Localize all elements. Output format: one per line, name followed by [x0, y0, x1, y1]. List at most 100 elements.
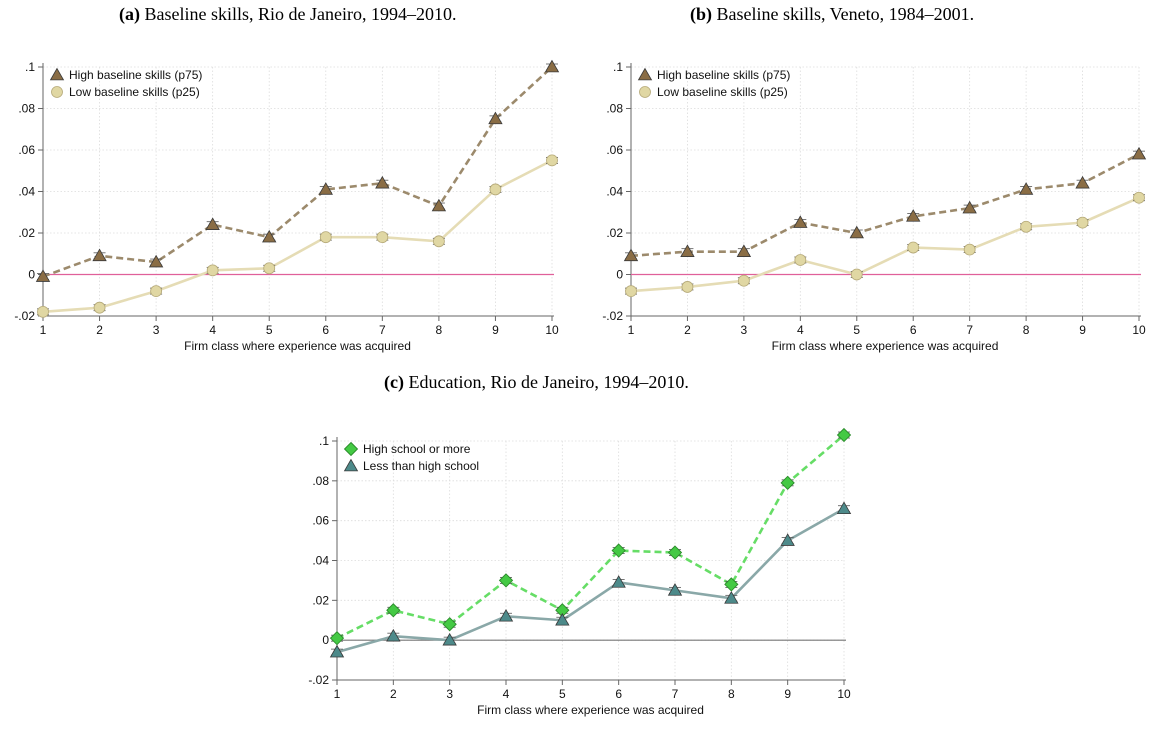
data-point-1-10: [836, 427, 852, 443]
panel-b-caption: (b) Baseline skills, Veneto, 1984–2001.: [690, 4, 974, 25]
panel-c-label: (c): [384, 372, 404, 392]
chart-panel-b: -.02 0 .02 .04 .06 .08 .1 1 2 3 4 5 6 7 8 9 10 Firm class…: [602, 60, 1147, 353]
legend-label-2: Low baseline skills (p25): [69, 85, 200, 99]
data-point-1-2: [92, 248, 107, 262]
panel-b-label: (b): [690, 4, 712, 24]
y-tick-label: .06: [312, 514, 329, 528]
data-point-1-1: [35, 269, 51, 282]
data-point-2-8: [1020, 220, 1033, 233]
data-point-1-6: [906, 209, 921, 222]
data-point-2-9: [780, 533, 795, 546]
series-markers-2: [329, 501, 852, 658]
data-point-2-10: [1133, 191, 1145, 204]
data-point-1-6: [611, 543, 626, 558]
data-point-1-7: [962, 200, 977, 214]
data-point-2-5: [263, 262, 276, 275]
x-tick-label: 9: [492, 323, 499, 337]
data-point-2-3: [442, 632, 457, 646]
data-point-1-4: [205, 217, 220, 230]
series-line-1: [336, 434, 845, 640]
data-point-2-7: [963, 243, 976, 256]
data-point-2-6: [319, 231, 332, 244]
y-tick-label: 0: [616, 268, 623, 282]
panel-b-caption-text: Baseline skills, Veneto, 1984–2001.: [716, 4, 975, 24]
data-point-2-7: [376, 231, 389, 244]
data-point-2-3: [737, 274, 750, 287]
data-point-1-3: [736, 244, 752, 257]
x-tick-label: 7: [672, 687, 679, 701]
series-line-2: [336, 507, 845, 654]
data-point-2-3: [150, 285, 163, 298]
series-markers-1: [329, 427, 852, 646]
y-tick-label: -.02: [308, 673, 329, 687]
x-tick-label: 4: [209, 323, 216, 337]
y-tick-label: .02: [18, 226, 35, 240]
legend-marker-2: [343, 458, 359, 472]
data-point-2-4: [794, 254, 807, 266]
data-point-2-10: [836, 501, 852, 514]
x-axis-label: Firm class where experience was acquired: [772, 339, 999, 353]
panel-a-label: (a): [119, 4, 140, 24]
x-tick-label: 4: [503, 687, 510, 701]
x-tick-label: 8: [728, 687, 735, 701]
y-tick-label: 0: [322, 633, 329, 647]
x-tick-label: 6: [322, 323, 329, 337]
y-tick-label: .02: [606, 226, 623, 240]
y-tick-label: .06: [18, 143, 35, 157]
data-point-1-10: [1131, 146, 1147, 160]
x-tick-label: 2: [390, 687, 397, 701]
y-tick-label: 0: [28, 268, 35, 282]
data-point-2-7: [667, 583, 683, 596]
chart-panel-c: -.02 0 .02 .04 .06 .08 .1 1 2 3 4 5 6 7 8 9 10 Firm class…: [308, 427, 852, 717]
y-tick-label: -.02: [602, 309, 623, 323]
y-tick-label: .06: [606, 143, 623, 157]
data-point-2-5: [555, 612, 570, 626]
y-tick-label: -.02: [14, 309, 35, 323]
data-point-1-5: [262, 229, 277, 243]
data-point-1-1: [623, 248, 639, 262]
x-tick-label: 10: [1132, 323, 1146, 337]
x-tick-label: 9: [1079, 323, 1086, 337]
y-tick-label: .02: [312, 593, 329, 607]
data-point-2-2: [386, 628, 401, 642]
x-tick-label: 6: [910, 323, 917, 337]
legend-marker-1: [343, 441, 359, 457]
y-tick-label: .1: [613, 60, 623, 74]
data-point-1-7: [667, 545, 683, 560]
y-tick-label: .1: [25, 60, 35, 74]
data-point-2-2: [681, 281, 694, 293]
data-point-1-2: [680, 244, 695, 257]
x-tick-label: 1: [334, 687, 341, 701]
data-point-2-10: [546, 154, 558, 167]
grid: [42, 66, 553, 317]
data-point-2-6: [611, 575, 626, 588]
legend-label-1: High baseline skills (p75): [657, 68, 790, 82]
legend-label-2: Low baseline skills (p25): [657, 85, 788, 99]
y-tick-label: .04: [18, 185, 35, 199]
legend-marker-2: [51, 86, 63, 98]
panel-a-caption-text: Baseline skills, Rio de Janeiro, 1994–20…: [144, 4, 457, 24]
series-line-1: [42, 66, 553, 278]
grid: [630, 66, 1140, 317]
series-line-2: [42, 159, 553, 314]
data-point-2-2: [93, 301, 106, 314]
series-markers-2: [37, 154, 558, 318]
data-point-1-8: [431, 198, 447, 212]
data-point-1-3: [442, 617, 457, 632]
data-point-1-4: [793, 215, 808, 228]
legend-marker-2: [639, 86, 651, 98]
legend-marker-1: [637, 67, 653, 81]
data-point-1-8: [1018, 182, 1034, 195]
data-point-2-9: [489, 183, 502, 196]
legend-label-1: High baseline skills (p75): [69, 68, 202, 82]
data-point-2-6: [907, 241, 920, 254]
data-point-1-5: [849, 225, 864, 239]
x-tick-label: 7: [379, 323, 386, 337]
x-tick-label: 3: [446, 687, 453, 701]
x-tick-label: 3: [153, 323, 160, 337]
legend: High school or more Less than high school: [343, 441, 479, 473]
data-point-2-5: [850, 268, 863, 281]
data-point-1-7: [375, 175, 390, 189]
legend-label-2: Less than high school: [363, 459, 479, 473]
x-tick-label: 2: [96, 323, 103, 337]
